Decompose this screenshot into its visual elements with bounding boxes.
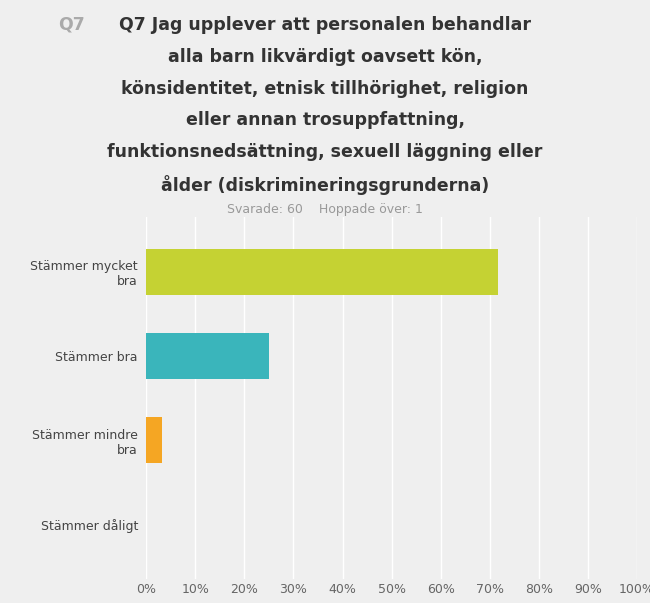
Text: funktionsnedsättning, sexuell läggning eller: funktionsnedsättning, sexuell läggning e… xyxy=(107,144,543,161)
Text: Q7 Jag upplever att personalen behandlar: Q7 Jag upplever att personalen behandlar xyxy=(119,16,531,34)
Bar xyxy=(146,417,162,463)
Text: Q7: Q7 xyxy=(58,16,85,34)
Text: alla barn likvärdigt oavsett kön,: alla barn likvärdigt oavsett kön, xyxy=(168,48,482,66)
Text: ålder (diskrimineringsgrunderna): ålder (diskrimineringsgrunderna) xyxy=(161,175,489,195)
Text: eller annan trosuppfattning,: eller annan trosuppfattning, xyxy=(185,112,465,130)
Text: Svarade: 60    Hoppade över: 1: Svarade: 60 Hoppade över: 1 xyxy=(227,203,423,216)
Bar xyxy=(146,248,498,295)
Text: könsidentitet, etnisk tillhörighet, religion: könsidentitet, etnisk tillhörighet, reli… xyxy=(122,80,528,98)
Bar xyxy=(146,333,269,379)
